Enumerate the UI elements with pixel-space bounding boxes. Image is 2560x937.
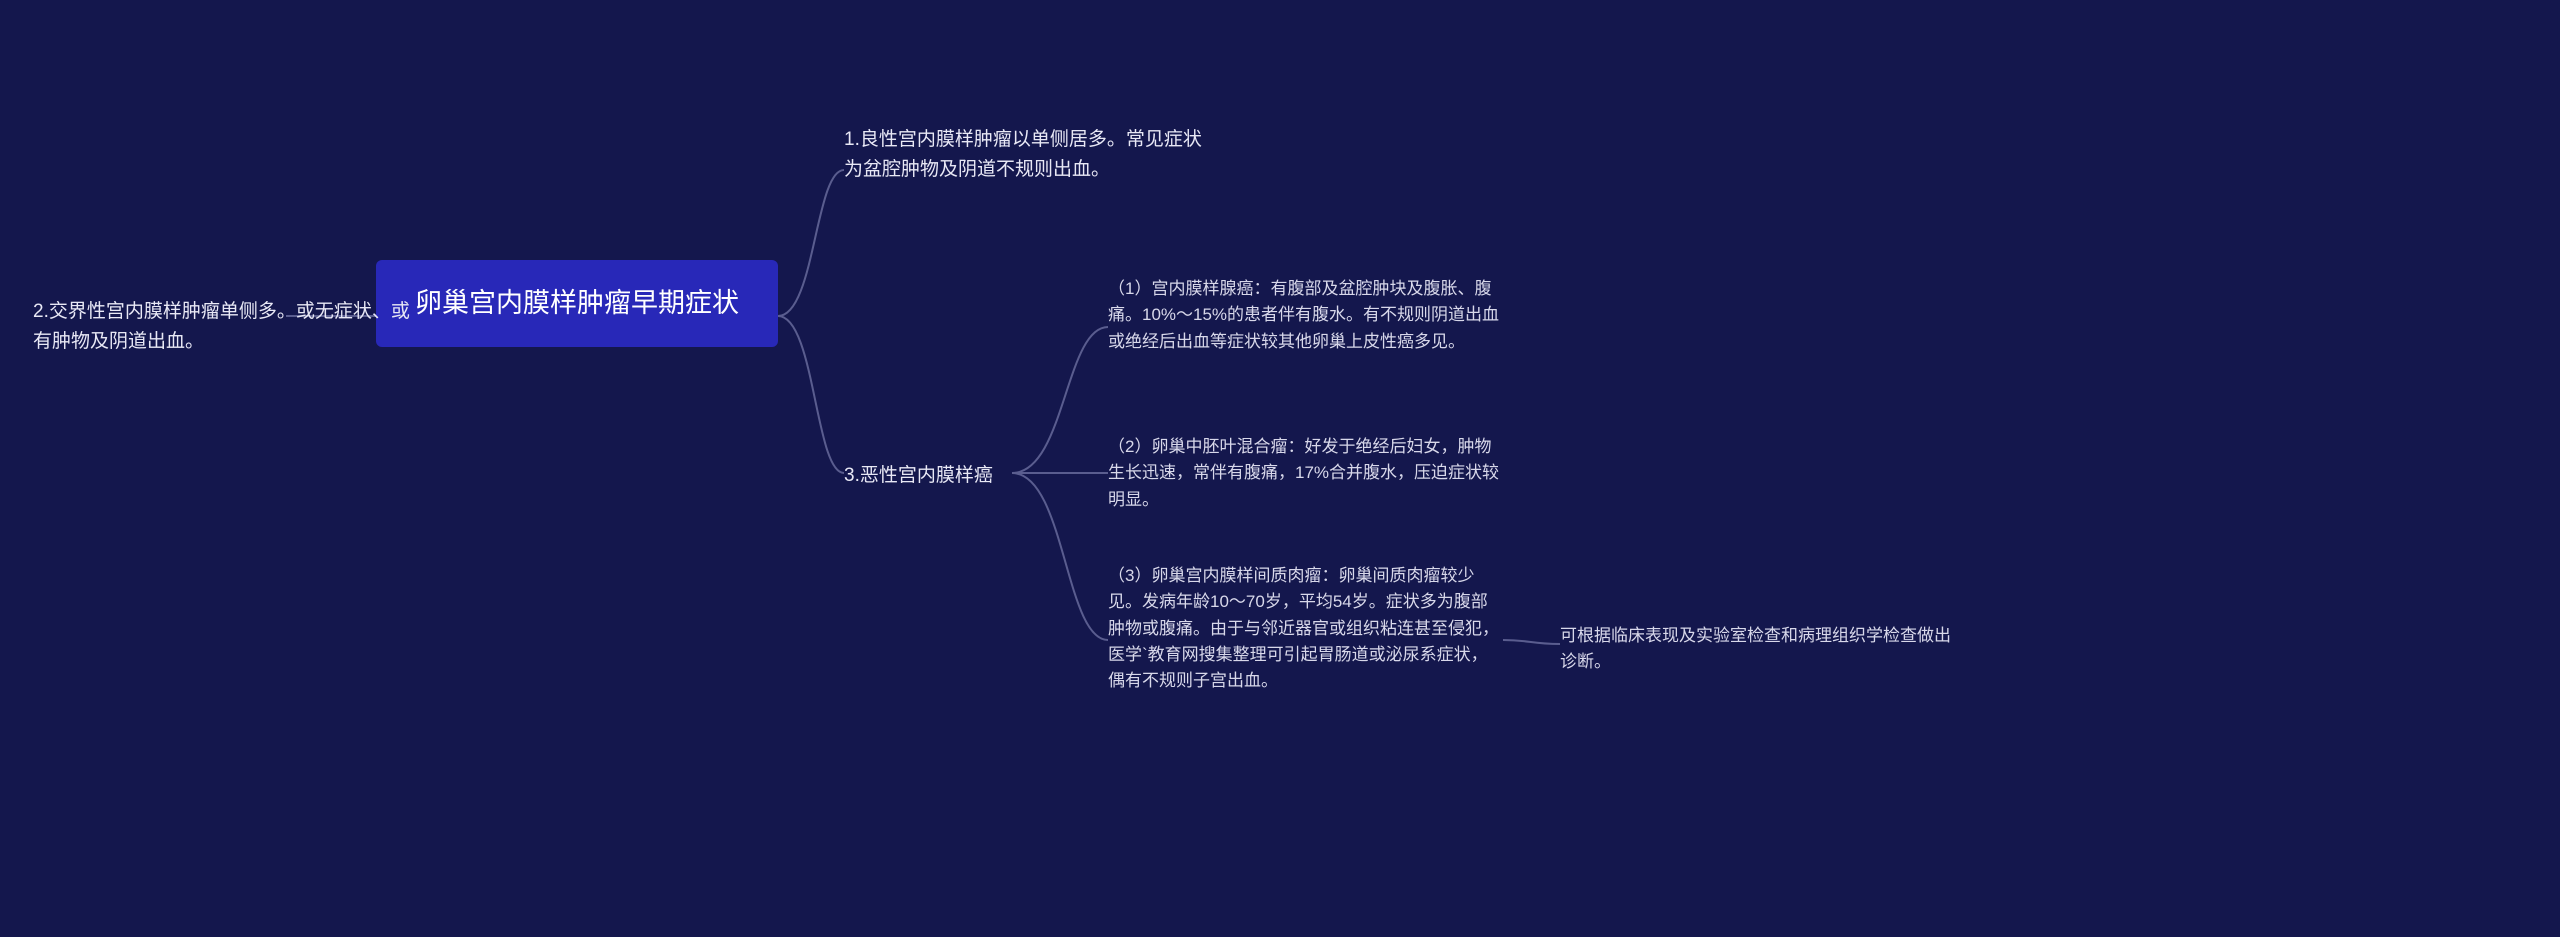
branch-node-3[interactable]: 3.恶性宫内膜样癌 <box>844 461 1104 491</box>
connector <box>1012 473 1108 640</box>
branch-node-2[interactable]: 2.交界性宫内膜样肿瘤单侧多。或无症状、或有肿物及阴道出血。 <box>33 297 418 358</box>
connector <box>1503 640 1560 644</box>
subnode-3-3[interactable]: （3）卵巢宫内膜样间质肉瘤：卵巢间质肉瘤较少见。发病年龄10～70岁，平均54岁… <box>1108 563 1503 695</box>
connector <box>1012 327 1108 473</box>
subnode-3-2[interactable]: （2）卵巢中胚叶混合瘤：好发于绝经后妇女，肿物生长迅速，常伴有腹痛，17%合并腹… <box>1108 434 1503 513</box>
connector <box>778 316 844 473</box>
branch-node-1[interactable]: 1.良性宫内膜样肿瘤以单侧居多。常见症状为盆腔肿物及阴道不规则出血。 <box>844 125 1204 186</box>
subnode-3-1[interactable]: （1）宫内膜样腺癌：有腹部及盆腔肿块及腹胀、腹痛。10%～15%的患者伴有腹水。… <box>1108 276 1503 355</box>
connector <box>778 170 844 316</box>
root-node[interactable]: 卵巢宫内膜样肿瘤早期症状 <box>376 260 778 347</box>
subnode-3-3-1[interactable]: 可根据临床表现及实验室检查和病理组织学检查做出诊断。 <box>1560 623 1955 676</box>
